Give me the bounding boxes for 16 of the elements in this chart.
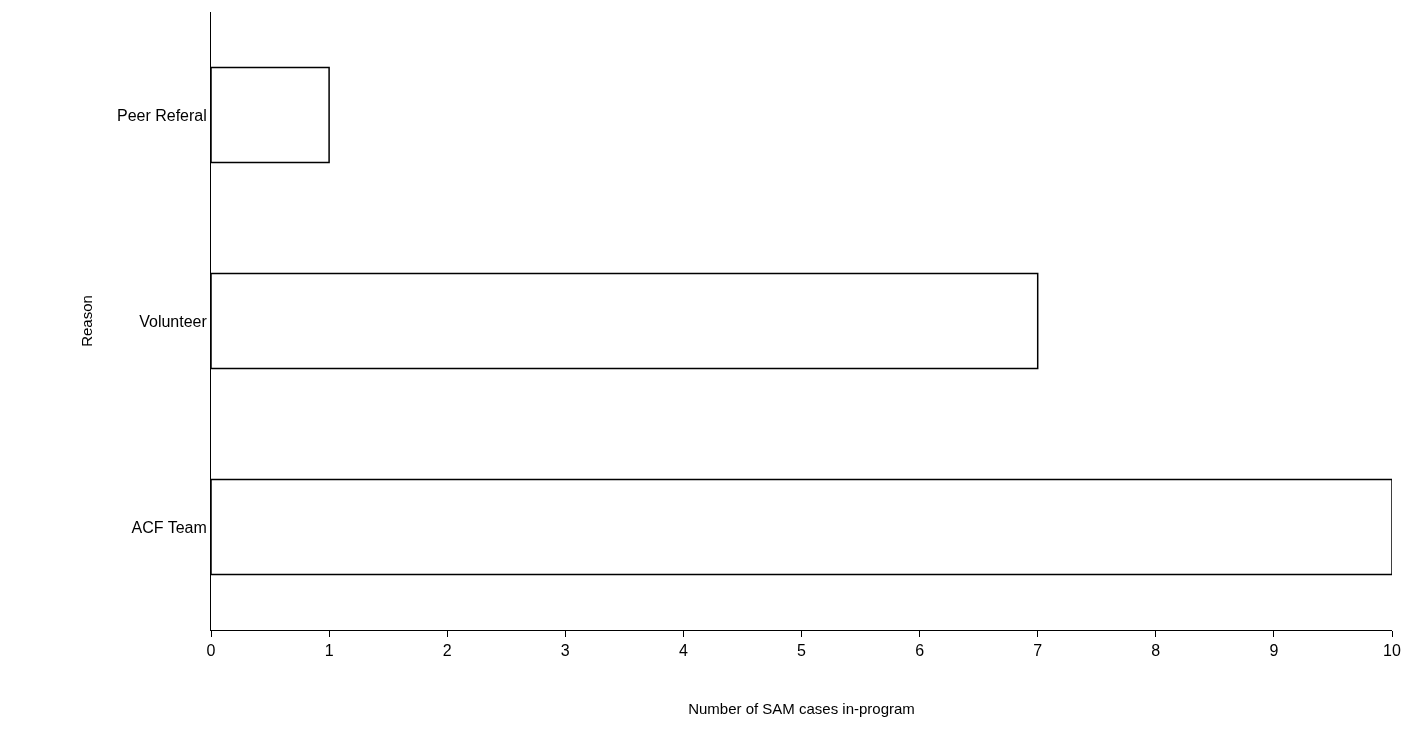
x-tick-label: 3 xyxy=(560,642,570,660)
x-tick-label: 7 xyxy=(1033,642,1043,660)
x-tick-label: 8 xyxy=(1151,642,1161,660)
x-tick-label: 1 xyxy=(324,642,334,660)
x-tick-label: 0 xyxy=(206,642,216,660)
x-tick-label: 6 xyxy=(915,642,925,660)
x-axis-title: Number of SAM cases in-program xyxy=(688,700,915,718)
x-tick-label: 2 xyxy=(442,642,452,660)
x-tick-label: 4 xyxy=(678,642,688,660)
x-tick-label: 10 xyxy=(1383,642,1401,660)
x-tick-label: 9 xyxy=(1269,642,1279,660)
x-tick-label: 5 xyxy=(797,642,807,660)
y-tick-label: Volunteer xyxy=(139,312,208,330)
y-tick-label: Peer Referal xyxy=(116,106,207,124)
y-axis-title: Reason xyxy=(78,295,96,347)
y-tick-label: ACF Team xyxy=(131,518,207,536)
